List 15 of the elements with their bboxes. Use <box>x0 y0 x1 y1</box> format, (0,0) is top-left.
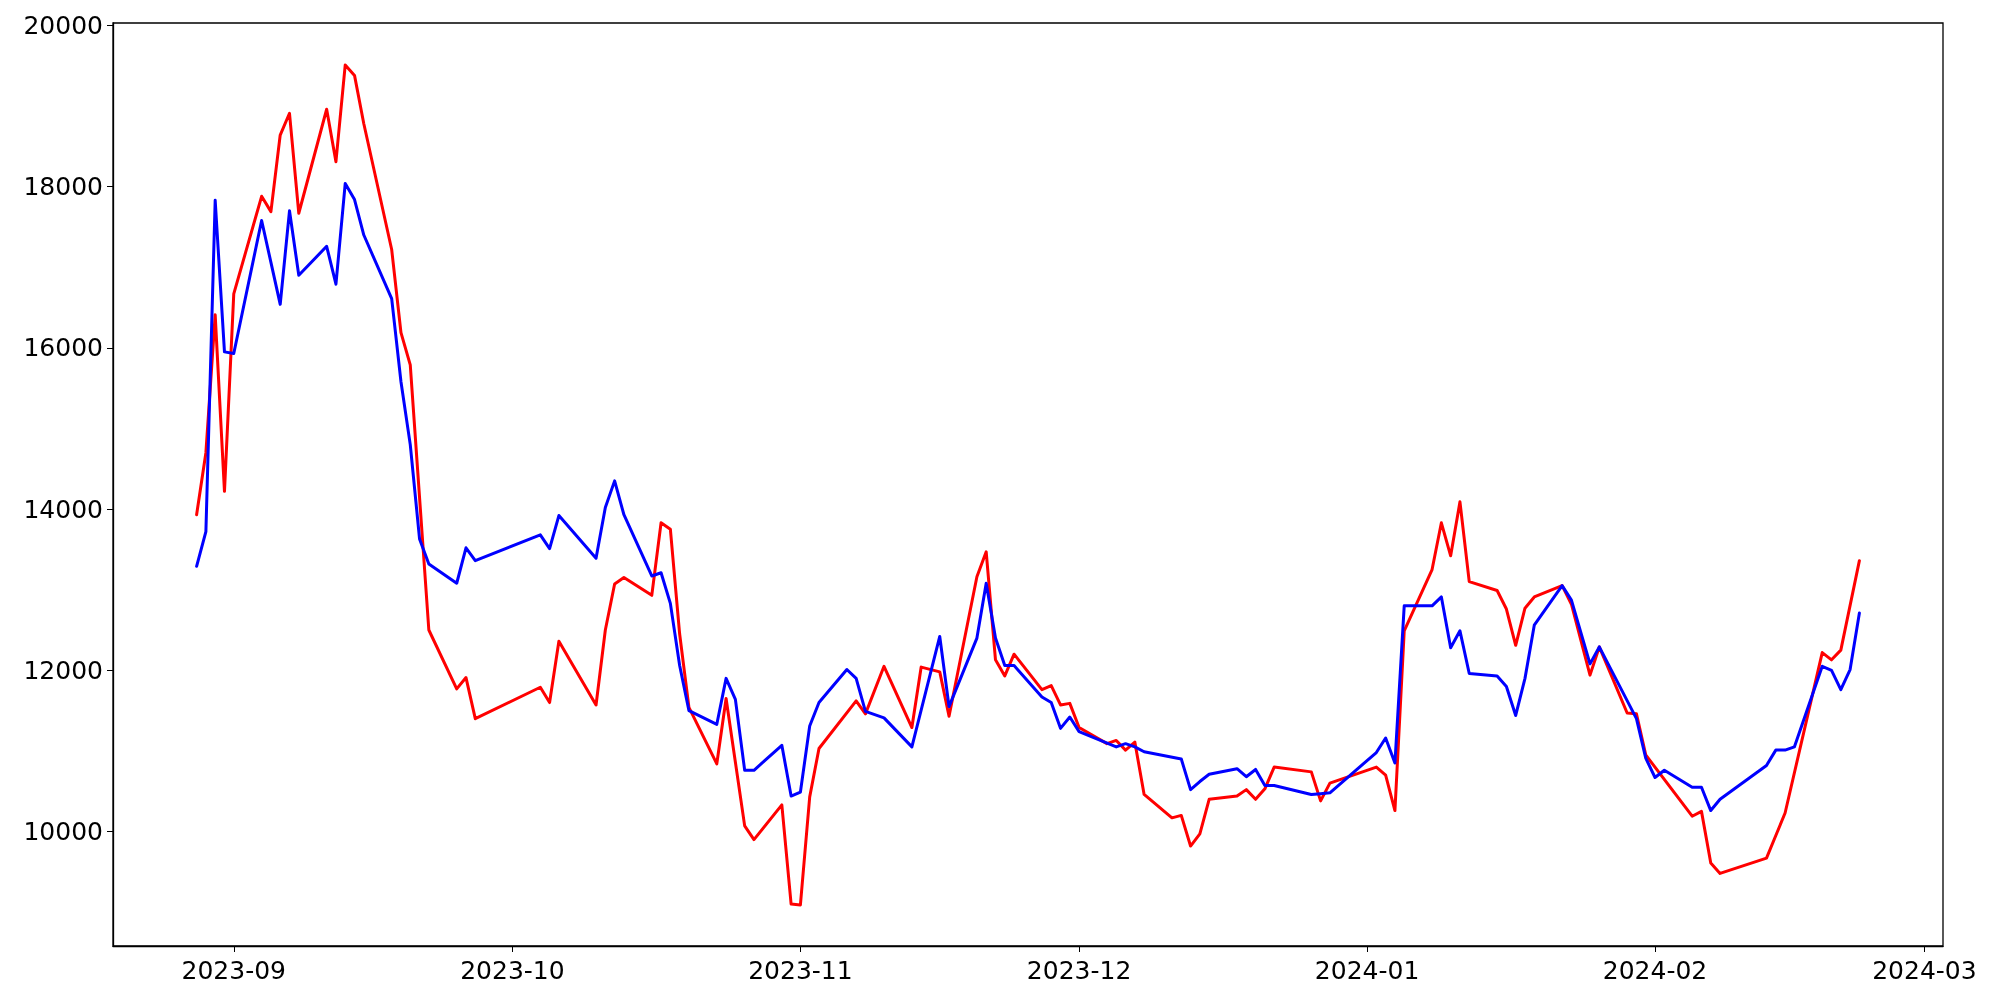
y-tick-label: 10000 <box>23 817 103 847</box>
y-tick-label: 20000 <box>23 10 103 40</box>
x-tick-label: 2023-10 <box>460 956 565 985</box>
y-tick-label: 18000 <box>23 172 103 202</box>
line-series <box>195 63 1861 907</box>
x-tick-label: 2024-02 <box>1602 956 1708 985</box>
x-tick-label: 2023-12 <box>1026 956 1132 985</box>
line-series <box>195 181 1861 813</box>
x-tick-label: 2024-01 <box>1314 956 1420 985</box>
x-tick-label: 2023-09 <box>181 956 286 985</box>
x-tick-label: 2024-03 <box>1872 956 1977 985</box>
y-tick-label: 16000 <box>23 333 103 363</box>
y-tick-label: 12000 <box>23 655 103 685</box>
x-tick-label: 2023-11 <box>748 956 853 985</box>
y-tick-label: 14000 <box>23 494 103 524</box>
